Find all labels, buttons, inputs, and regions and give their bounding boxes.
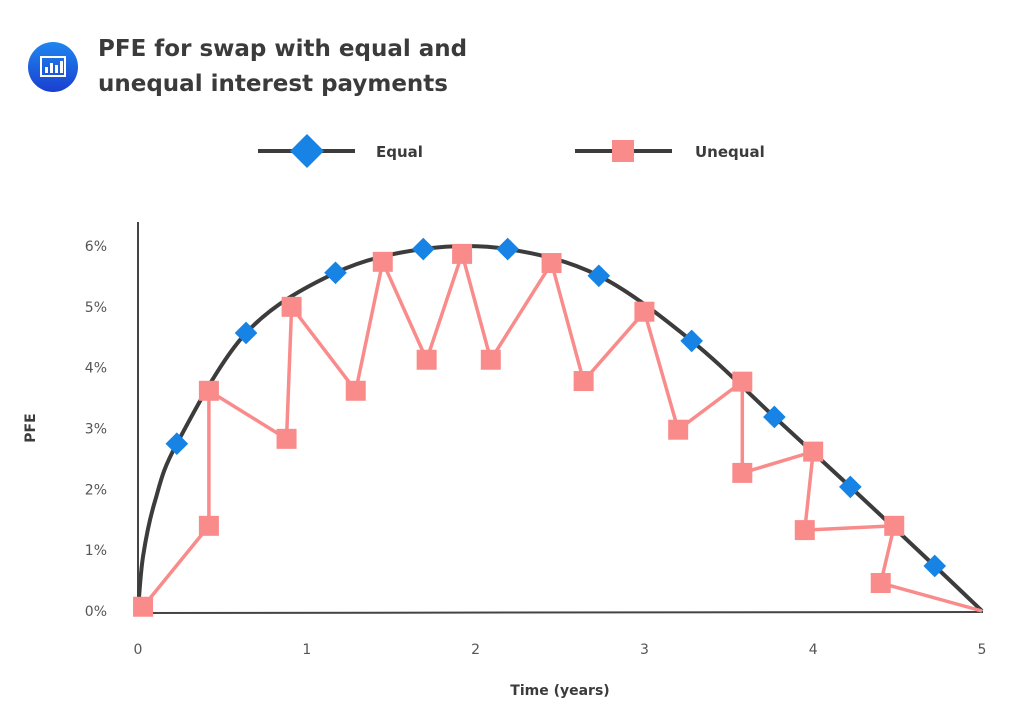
unequal-point: [345, 380, 366, 401]
unequal-series-line: [141, 252, 983, 613]
equal-point: [165, 432, 189, 456]
x-tick-label: 4: [809, 642, 818, 658]
unequal-point: [634, 301, 655, 322]
unequal-point: [732, 462, 753, 483]
unequal-point: [480, 349, 501, 370]
unequal-point: [372, 251, 393, 272]
unequal-point: [276, 428, 297, 449]
equal-point: [587, 264, 611, 288]
y-tick-label: 6%: [85, 239, 107, 255]
unequal-point: [794, 520, 815, 541]
legend-diamond-icon: [290, 134, 324, 168]
unequal-point: [198, 515, 219, 536]
unequal-point: [452, 243, 473, 264]
unequal-point: [198, 380, 219, 401]
unequal-point: [803, 441, 824, 462]
y-tick-label: 5%: [85, 300, 107, 316]
equal-point: [411, 237, 435, 261]
x-tick-label: 3: [640, 642, 649, 658]
y-tick-label: 2%: [85, 482, 107, 498]
legend-item-equal: Equal: [258, 134, 423, 168]
y-tick-label: 0%: [85, 604, 107, 620]
x-tick-label: 1: [302, 642, 311, 658]
y-tick-label: 3%: [85, 422, 107, 438]
unequal-point: [133, 596, 154, 617]
legend: Equal Unequal: [258, 134, 765, 168]
unequal-point: [541, 253, 562, 274]
unequal-point: [281, 296, 302, 317]
equal-point: [324, 261, 347, 285]
legend-label-unequal: Unequal: [695, 143, 765, 161]
legend-label-equal: Equal: [376, 143, 423, 161]
equal-point: [496, 237, 519, 261]
unequal-point: [573, 371, 594, 392]
legend-item-unequal: Unequal: [575, 140, 765, 162]
y-tick-label: 4%: [85, 361, 107, 377]
x-axis: [137, 611, 984, 614]
equal-series-curve: [136, 243, 984, 613]
equal-point: [763, 405, 786, 429]
unequal-point: [416, 349, 437, 370]
y-axis-label: PFE: [23, 413, 39, 442]
x-tick-label: 2: [471, 642, 480, 658]
x-tick-label: 5: [978, 642, 987, 658]
unequal-point: [732, 371, 753, 392]
equal-point: [923, 554, 947, 578]
bar-chart-icon: [28, 42, 78, 92]
x-axis-label: Time (years): [510, 683, 609, 699]
legend-square-icon: [612, 140, 634, 162]
chart-title-line-2: unequal interest payments: [98, 71, 448, 97]
chart-title-line-1: PFE for swap with equal and: [98, 36, 467, 62]
equal-point: [839, 475, 862, 499]
y-tick-label: 1%: [85, 543, 107, 559]
unequal-point: [884, 515, 905, 536]
x-tick-label: 0: [134, 642, 143, 658]
unequal-point: [870, 573, 891, 594]
unequal-point: [668, 419, 689, 440]
equal-point: [680, 329, 703, 353]
